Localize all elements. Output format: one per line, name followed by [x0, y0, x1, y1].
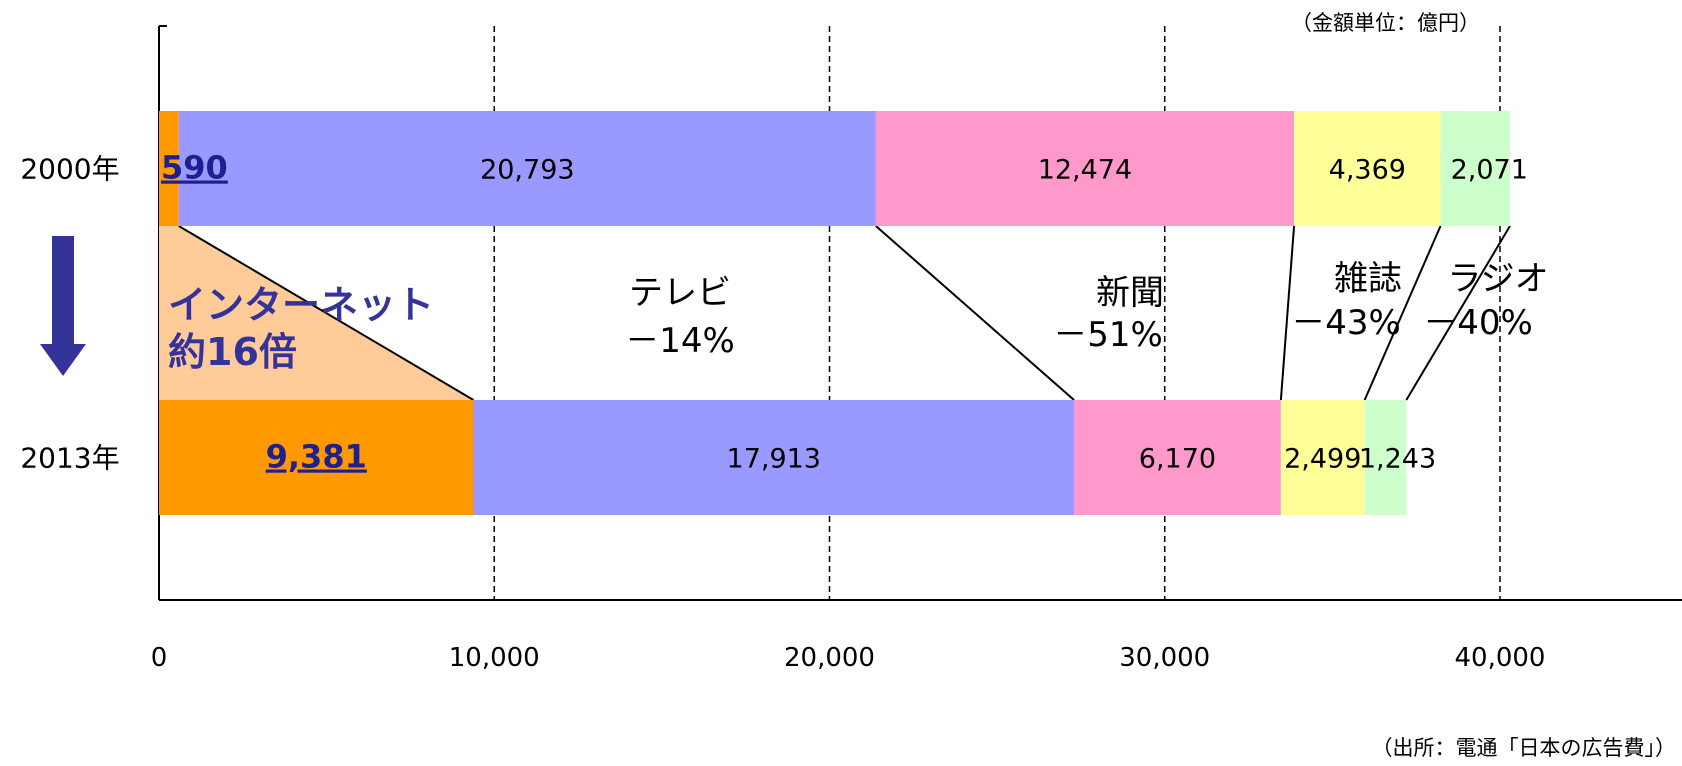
- magazine-change-label: －43%: [1291, 303, 1401, 343]
- bar-segment: [875, 111, 1295, 226]
- data-label: 590: [161, 149, 228, 187]
- data-label: 2,071: [1451, 155, 1528, 186]
- data-label: 6,170: [1139, 444, 1216, 475]
- bar-segment: [473, 400, 1075, 515]
- data-label: 12,474: [1038, 155, 1132, 186]
- bar-segment: [1364, 400, 1407, 515]
- connector-line: [178, 225, 475, 401]
- data-label: 1,243: [1359, 444, 1436, 475]
- magazine-category-label: 雑誌: [1334, 259, 1402, 299]
- radio-category-label: ラジオ: [1447, 259, 1548, 299]
- bar-segment: [159, 111, 179, 226]
- connector-line: [1405, 225, 1511, 401]
- category-label: 2013年: [20, 442, 119, 475]
- tv-category-label: テレビ: [629, 273, 731, 313]
- bar-segment: [1280, 400, 1365, 515]
- bar-segment: [159, 400, 474, 515]
- callout-internet: インターネット: [168, 283, 434, 327]
- change-connectors: [159, 225, 1511, 401]
- bar-segment: [178, 111, 876, 226]
- data-label: 9,381: [266, 438, 367, 476]
- connector-line: [875, 225, 1075, 401]
- bar-segment: [1440, 111, 1510, 226]
- x-tick-label: 20,000: [784, 643, 875, 673]
- data-label: 20,793: [480, 155, 574, 186]
- newspaper-change-label: －51%: [1053, 315, 1163, 355]
- callout-growth: 約16倍: [168, 330, 297, 374]
- category-label: 2000年: [20, 153, 119, 186]
- data-label: 4,369: [1329, 155, 1406, 186]
- connector-line: [1279, 225, 1296, 401]
- bar-segment: [1074, 400, 1281, 515]
- data-labels: 2000年 590 20,793 12,474 4,369 2,071 2013年 9,381…: [20, 149, 1528, 476]
- newspaper-category-label: 新聞: [1096, 273, 1164, 313]
- data-label: 2,499: [1284, 444, 1361, 475]
- x-tick-label: 0: [151, 643, 168, 673]
- down-arrow-icon: [40, 236, 86, 376]
- source-note: （出所：電通「日本の広告費」）: [1372, 736, 1677, 760]
- unit-note: （金額単位：億円）: [1291, 11, 1480, 35]
- x-tick-label: 30,000: [1119, 643, 1210, 673]
- radio-change-label: －40%: [1423, 303, 1533, 343]
- bars: [159, 111, 1510, 515]
- x-tick-label: 10,000: [449, 643, 540, 673]
- axes: 0 10,000 20,000 30,000 40,000: [151, 25, 1682, 673]
- connector-line: [1363, 225, 1442, 401]
- data-label: 17,913: [727, 444, 821, 475]
- bar-segment: [1294, 111, 1441, 226]
- internet-growth-wedge: [159, 226, 474, 400]
- tv-change-label: －14%: [625, 321, 735, 361]
- x-tick-label: 40,000: [1455, 643, 1546, 673]
